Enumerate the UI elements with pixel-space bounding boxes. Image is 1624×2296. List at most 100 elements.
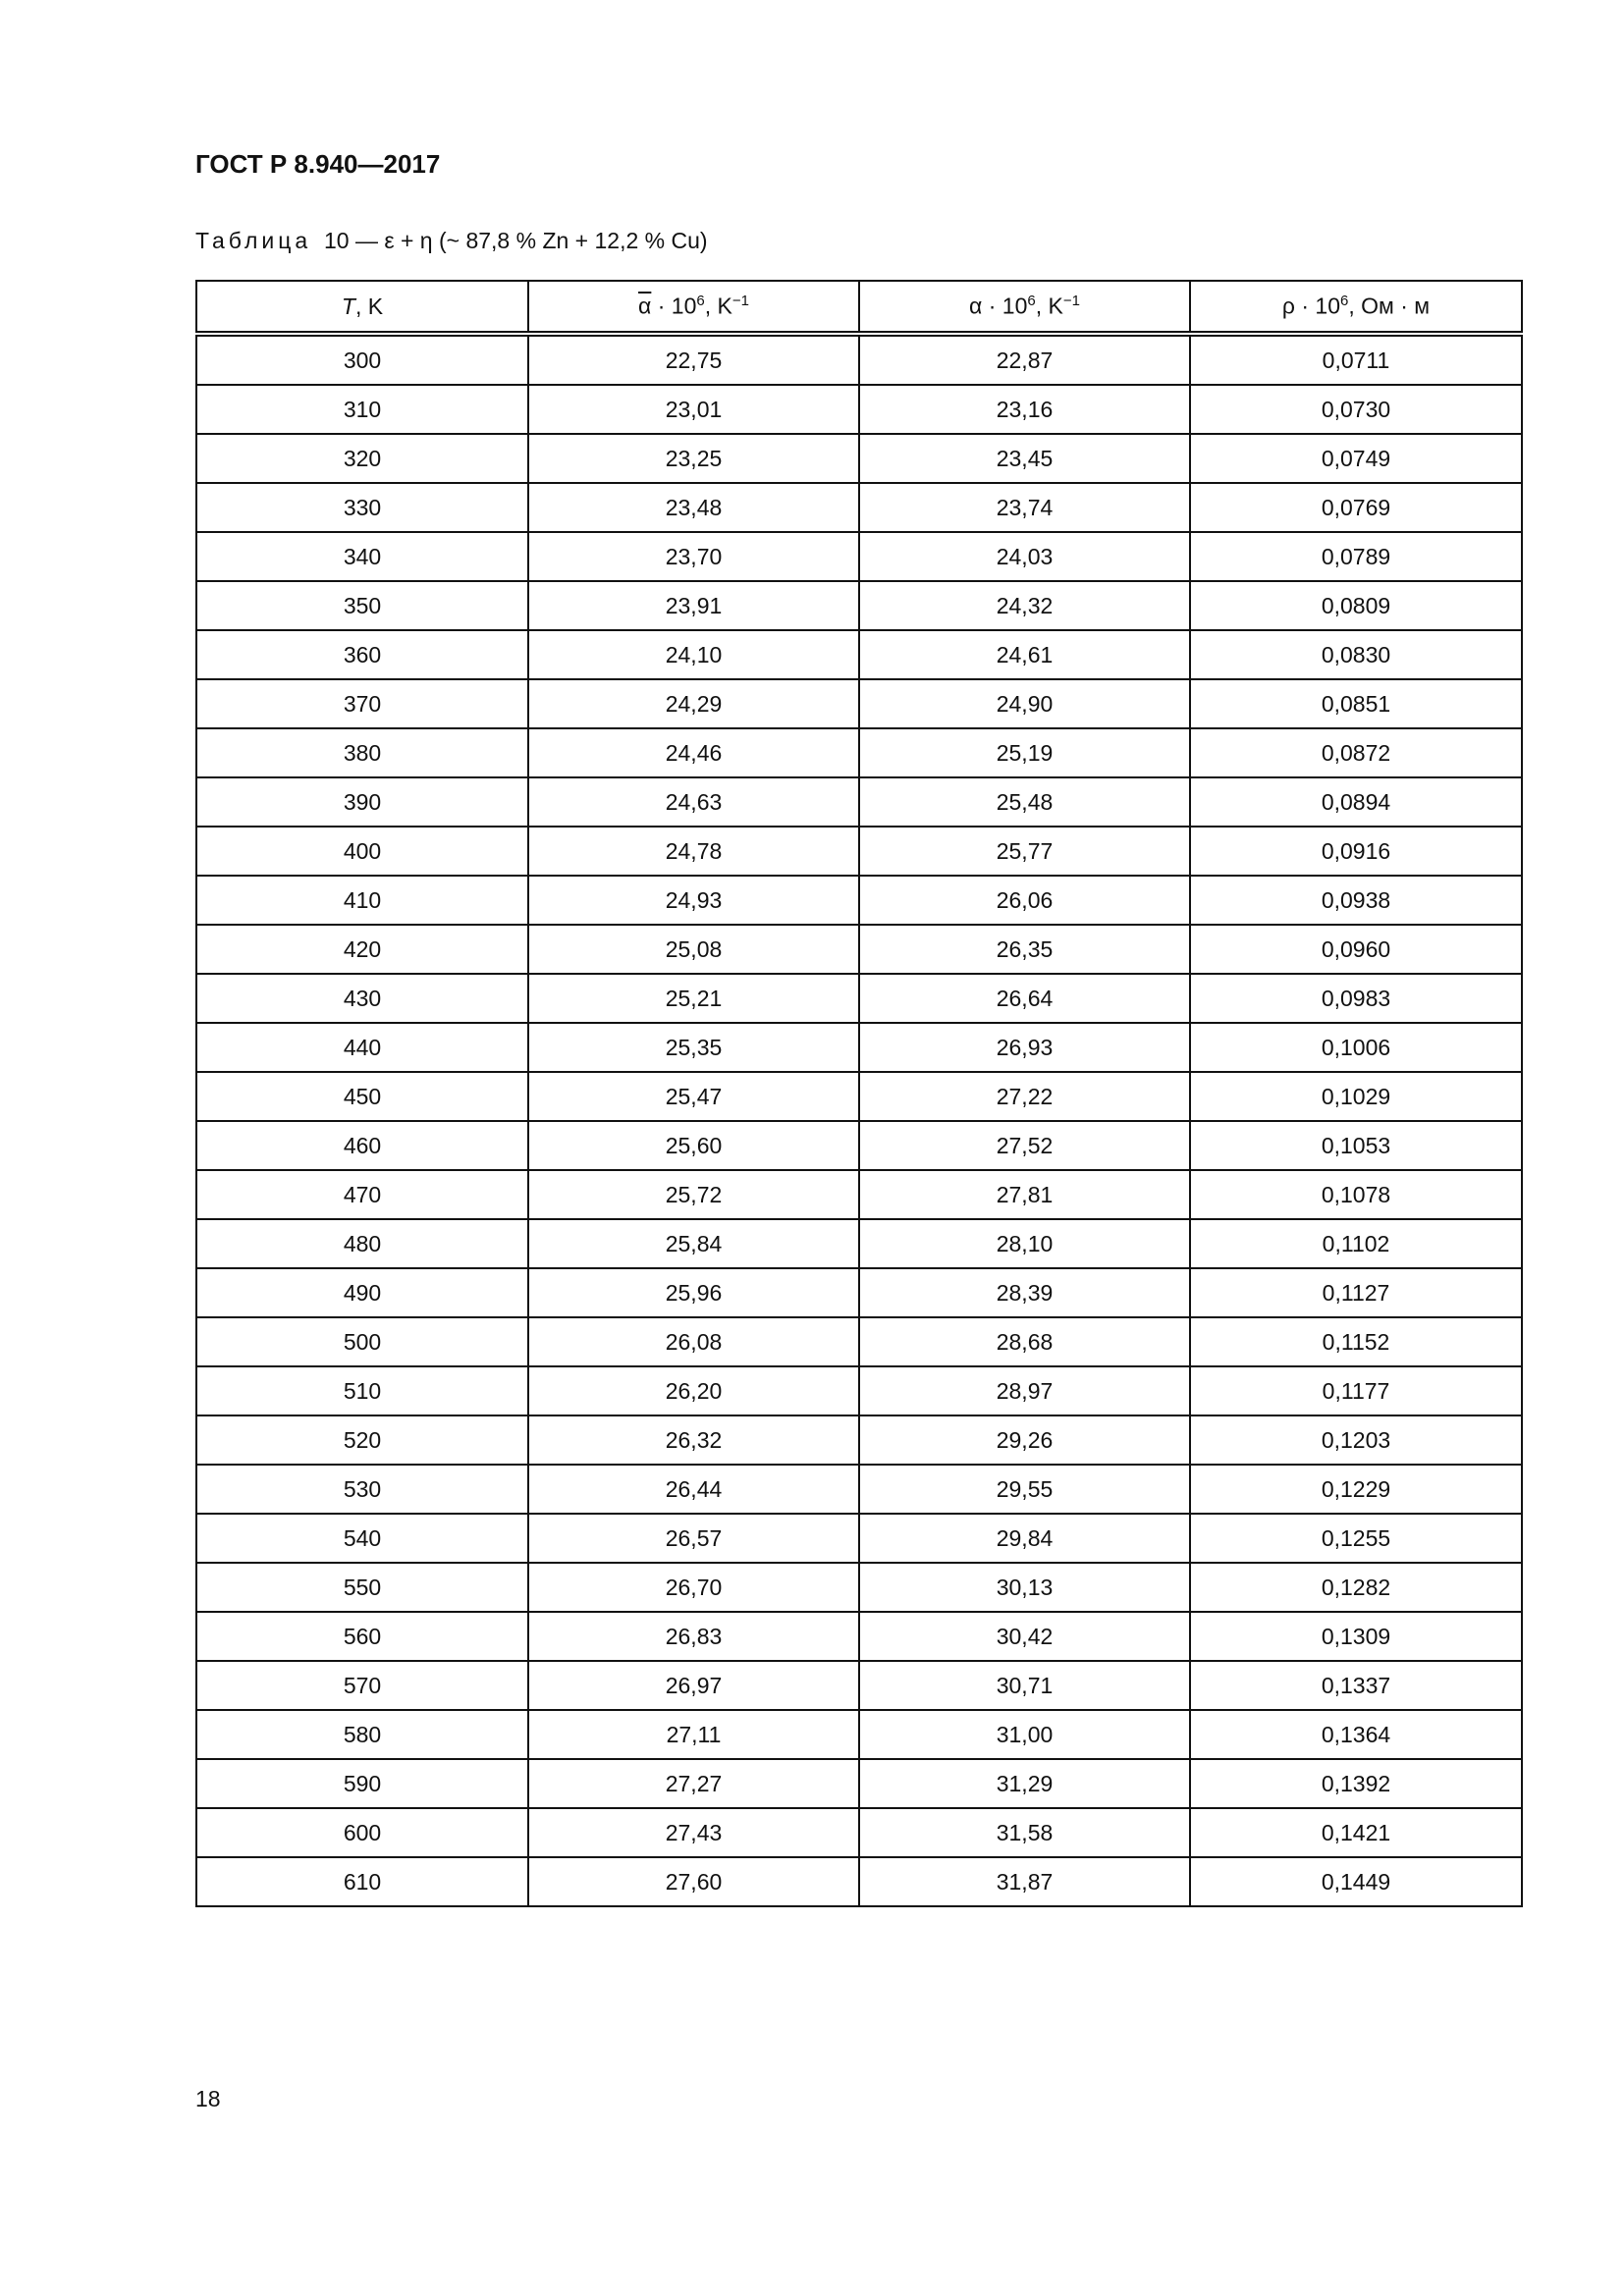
cell-mean-expansion: 24,46 [527,727,860,778]
data-table: T, K α · 106, K−1 α · 106, K−1 ρ · 106, … [195,280,1523,1907]
cell-temperature: 450 [195,1071,529,1122]
cell-temperature: 570 [195,1660,529,1711]
cell-temperature: 430 [195,973,529,1024]
cell-expansion: 31,87 [858,1856,1191,1907]
cell-temperature: 410 [195,875,529,926]
cell-temperature: 440 [195,1022,529,1073]
cell-temperature: 310 [195,384,529,435]
cell-mean-expansion: 26,83 [527,1611,860,1662]
cell-expansion: 26,93 [858,1022,1191,1073]
cell-resistivity: 0,0851 [1189,678,1523,729]
cell-resistivity: 0,1127 [1189,1267,1523,1318]
cell-mean-expansion: 25,21 [527,973,860,1024]
cell-expansion: 24,32 [858,580,1191,631]
cell-resistivity: 0,1029 [1189,1071,1523,1122]
table-row: 520 26,32 29,26 0,1203 [195,1415,1523,1466]
cell-resistivity: 0,1177 [1189,1365,1523,1416]
cell-resistivity: 0,1152 [1189,1316,1523,1367]
cell-expansion: 27,22 [858,1071,1191,1122]
cell-temperature: 400 [195,826,529,877]
cell-mean-expansion: 23,01 [527,384,860,435]
cell-temperature: 530 [195,1464,529,1515]
cell-resistivity: 0,0983 [1189,973,1523,1024]
cell-mean-expansion: 23,25 [527,433,860,484]
cell-temperature: 480 [195,1218,529,1269]
cell-resistivity: 0,1392 [1189,1758,1523,1809]
cell-mean-expansion: 25,96 [527,1267,860,1318]
cell-temperature: 420 [195,924,529,975]
cell-mean-expansion: 23,70 [527,531,860,582]
cell-temperature: 580 [195,1709,529,1760]
cell-resistivity: 0,0872 [1189,727,1523,778]
cell-mean-expansion: 25,72 [527,1169,860,1220]
cell-expansion: 29,26 [858,1415,1191,1466]
cell-expansion: 29,84 [858,1513,1191,1564]
table-row: 360 24,10 24,61 0,0830 [195,629,1523,680]
cell-temperature: 320 [195,433,529,484]
cell-resistivity: 0,1229 [1189,1464,1523,1515]
table-row: 610 27,60 31,87 0,1449 [195,1856,1523,1907]
table-row: 320 23,25 23,45 0,0749 [195,433,1523,484]
table-row: 480 25,84 28,10 0,1102 [195,1218,1523,1269]
cell-resistivity: 0,0711 [1189,333,1523,386]
cell-resistivity: 0,0916 [1189,826,1523,877]
cell-resistivity: 0,1337 [1189,1660,1523,1711]
cell-resistivity: 0,0894 [1189,776,1523,828]
cell-resistivity: 0,0938 [1189,875,1523,926]
table-row: 340 23,70 24,03 0,0789 [195,531,1523,582]
cell-resistivity: 0,1006 [1189,1022,1523,1073]
table-row: 460 25,60 27,52 0,1053 [195,1120,1523,1171]
header-expansion: α · 106, K−1 [858,280,1191,337]
cell-expansion: 28,39 [858,1267,1191,1318]
table-row: 590 27,27 31,29 0,1392 [195,1758,1523,1809]
table-row: 430 25,21 26,64 0,0983 [195,973,1523,1024]
cell-resistivity: 0,0730 [1189,384,1523,435]
cell-mean-expansion: 25,08 [527,924,860,975]
cell-expansion: 23,16 [858,384,1191,435]
cell-resistivity: 0,1053 [1189,1120,1523,1171]
cell-expansion: 26,06 [858,875,1191,926]
cell-temperature: 380 [195,727,529,778]
cell-mean-expansion: 26,20 [527,1365,860,1416]
cell-temperature: 610 [195,1856,529,1907]
cell-expansion: 27,81 [858,1169,1191,1220]
cell-resistivity: 0,1282 [1189,1562,1523,1613]
header-mean-expansion: α · 106, K−1 [527,280,860,337]
cell-temperature: 340 [195,531,529,582]
cell-resistivity: 0,1203 [1189,1415,1523,1466]
cell-resistivity: 0,0830 [1189,629,1523,680]
cell-mean-expansion: 27,27 [527,1758,860,1809]
table-caption: Таблица 10 — ε + η (~ 87,8 % Zn + 12,2 %… [195,228,708,254]
cell-resistivity: 0,1421 [1189,1807,1523,1858]
cell-resistivity: 0,1102 [1189,1218,1523,1269]
cell-temperature: 330 [195,482,529,533]
cell-mean-expansion: 26,08 [527,1316,860,1367]
cell-resistivity: 0,0769 [1189,482,1523,533]
cell-resistivity: 0,0749 [1189,433,1523,484]
cell-temperature: 510 [195,1365,529,1416]
cell-mean-expansion: 24,10 [527,629,860,680]
cell-expansion: 25,48 [858,776,1191,828]
cell-temperature: 300 [195,333,529,386]
table-row: 300 22,75 22,87 0,0711 [195,333,1523,386]
cell-mean-expansion: 25,60 [527,1120,860,1171]
cell-resistivity: 0,0960 [1189,924,1523,975]
table-row: 410 24,93 26,06 0,0938 [195,875,1523,926]
cell-temperature: 590 [195,1758,529,1809]
cell-expansion: 27,52 [858,1120,1191,1171]
cell-mean-expansion: 24,29 [527,678,860,729]
cell-expansion: 25,77 [858,826,1191,877]
cell-temperature: 490 [195,1267,529,1318]
cell-temperature: 600 [195,1807,529,1858]
table-row: 450 25,47 27,22 0,1029 [195,1071,1523,1122]
cell-expansion: 28,97 [858,1365,1191,1416]
table-row: 550 26,70 30,13 0,1282 [195,1562,1523,1613]
cell-temperature: 390 [195,776,529,828]
cell-mean-expansion: 25,35 [527,1022,860,1073]
page-number: 18 [195,2086,221,2111]
table-row: 330 23,48 23,74 0,0769 [195,482,1523,533]
table-row: 570 26,97 30,71 0,1337 [195,1660,1523,1711]
table-row: 370 24,29 24,90 0,0851 [195,678,1523,729]
cell-mean-expansion: 27,43 [527,1807,860,1858]
cell-expansion: 23,45 [858,433,1191,484]
